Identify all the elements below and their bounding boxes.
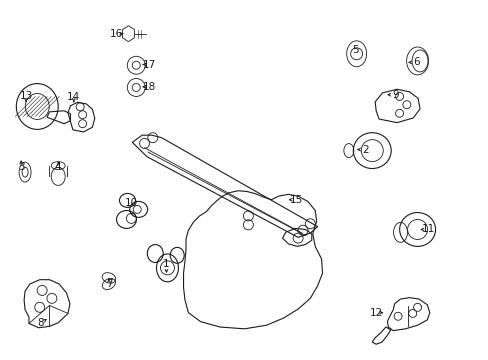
- Text: 10: 10: [124, 198, 138, 208]
- Text: 15: 15: [289, 195, 303, 205]
- Text: 17: 17: [143, 59, 156, 69]
- Text: 9: 9: [391, 90, 398, 100]
- Text: 16: 16: [110, 29, 123, 39]
- Text: 3: 3: [18, 162, 24, 172]
- Text: 12: 12: [369, 308, 382, 318]
- Text: 7: 7: [105, 279, 112, 289]
- Text: 8: 8: [37, 319, 44, 328]
- Text: 5: 5: [351, 45, 358, 55]
- Text: 6: 6: [412, 57, 419, 67]
- Text: 11: 11: [421, 225, 434, 234]
- Text: 1: 1: [163, 259, 169, 269]
- Text: 18: 18: [143, 82, 156, 92]
- Text: 13: 13: [20, 91, 33, 101]
- Text: 2: 2: [362, 144, 368, 154]
- Text: 4: 4: [55, 162, 61, 172]
- Text: 14: 14: [67, 92, 81, 102]
